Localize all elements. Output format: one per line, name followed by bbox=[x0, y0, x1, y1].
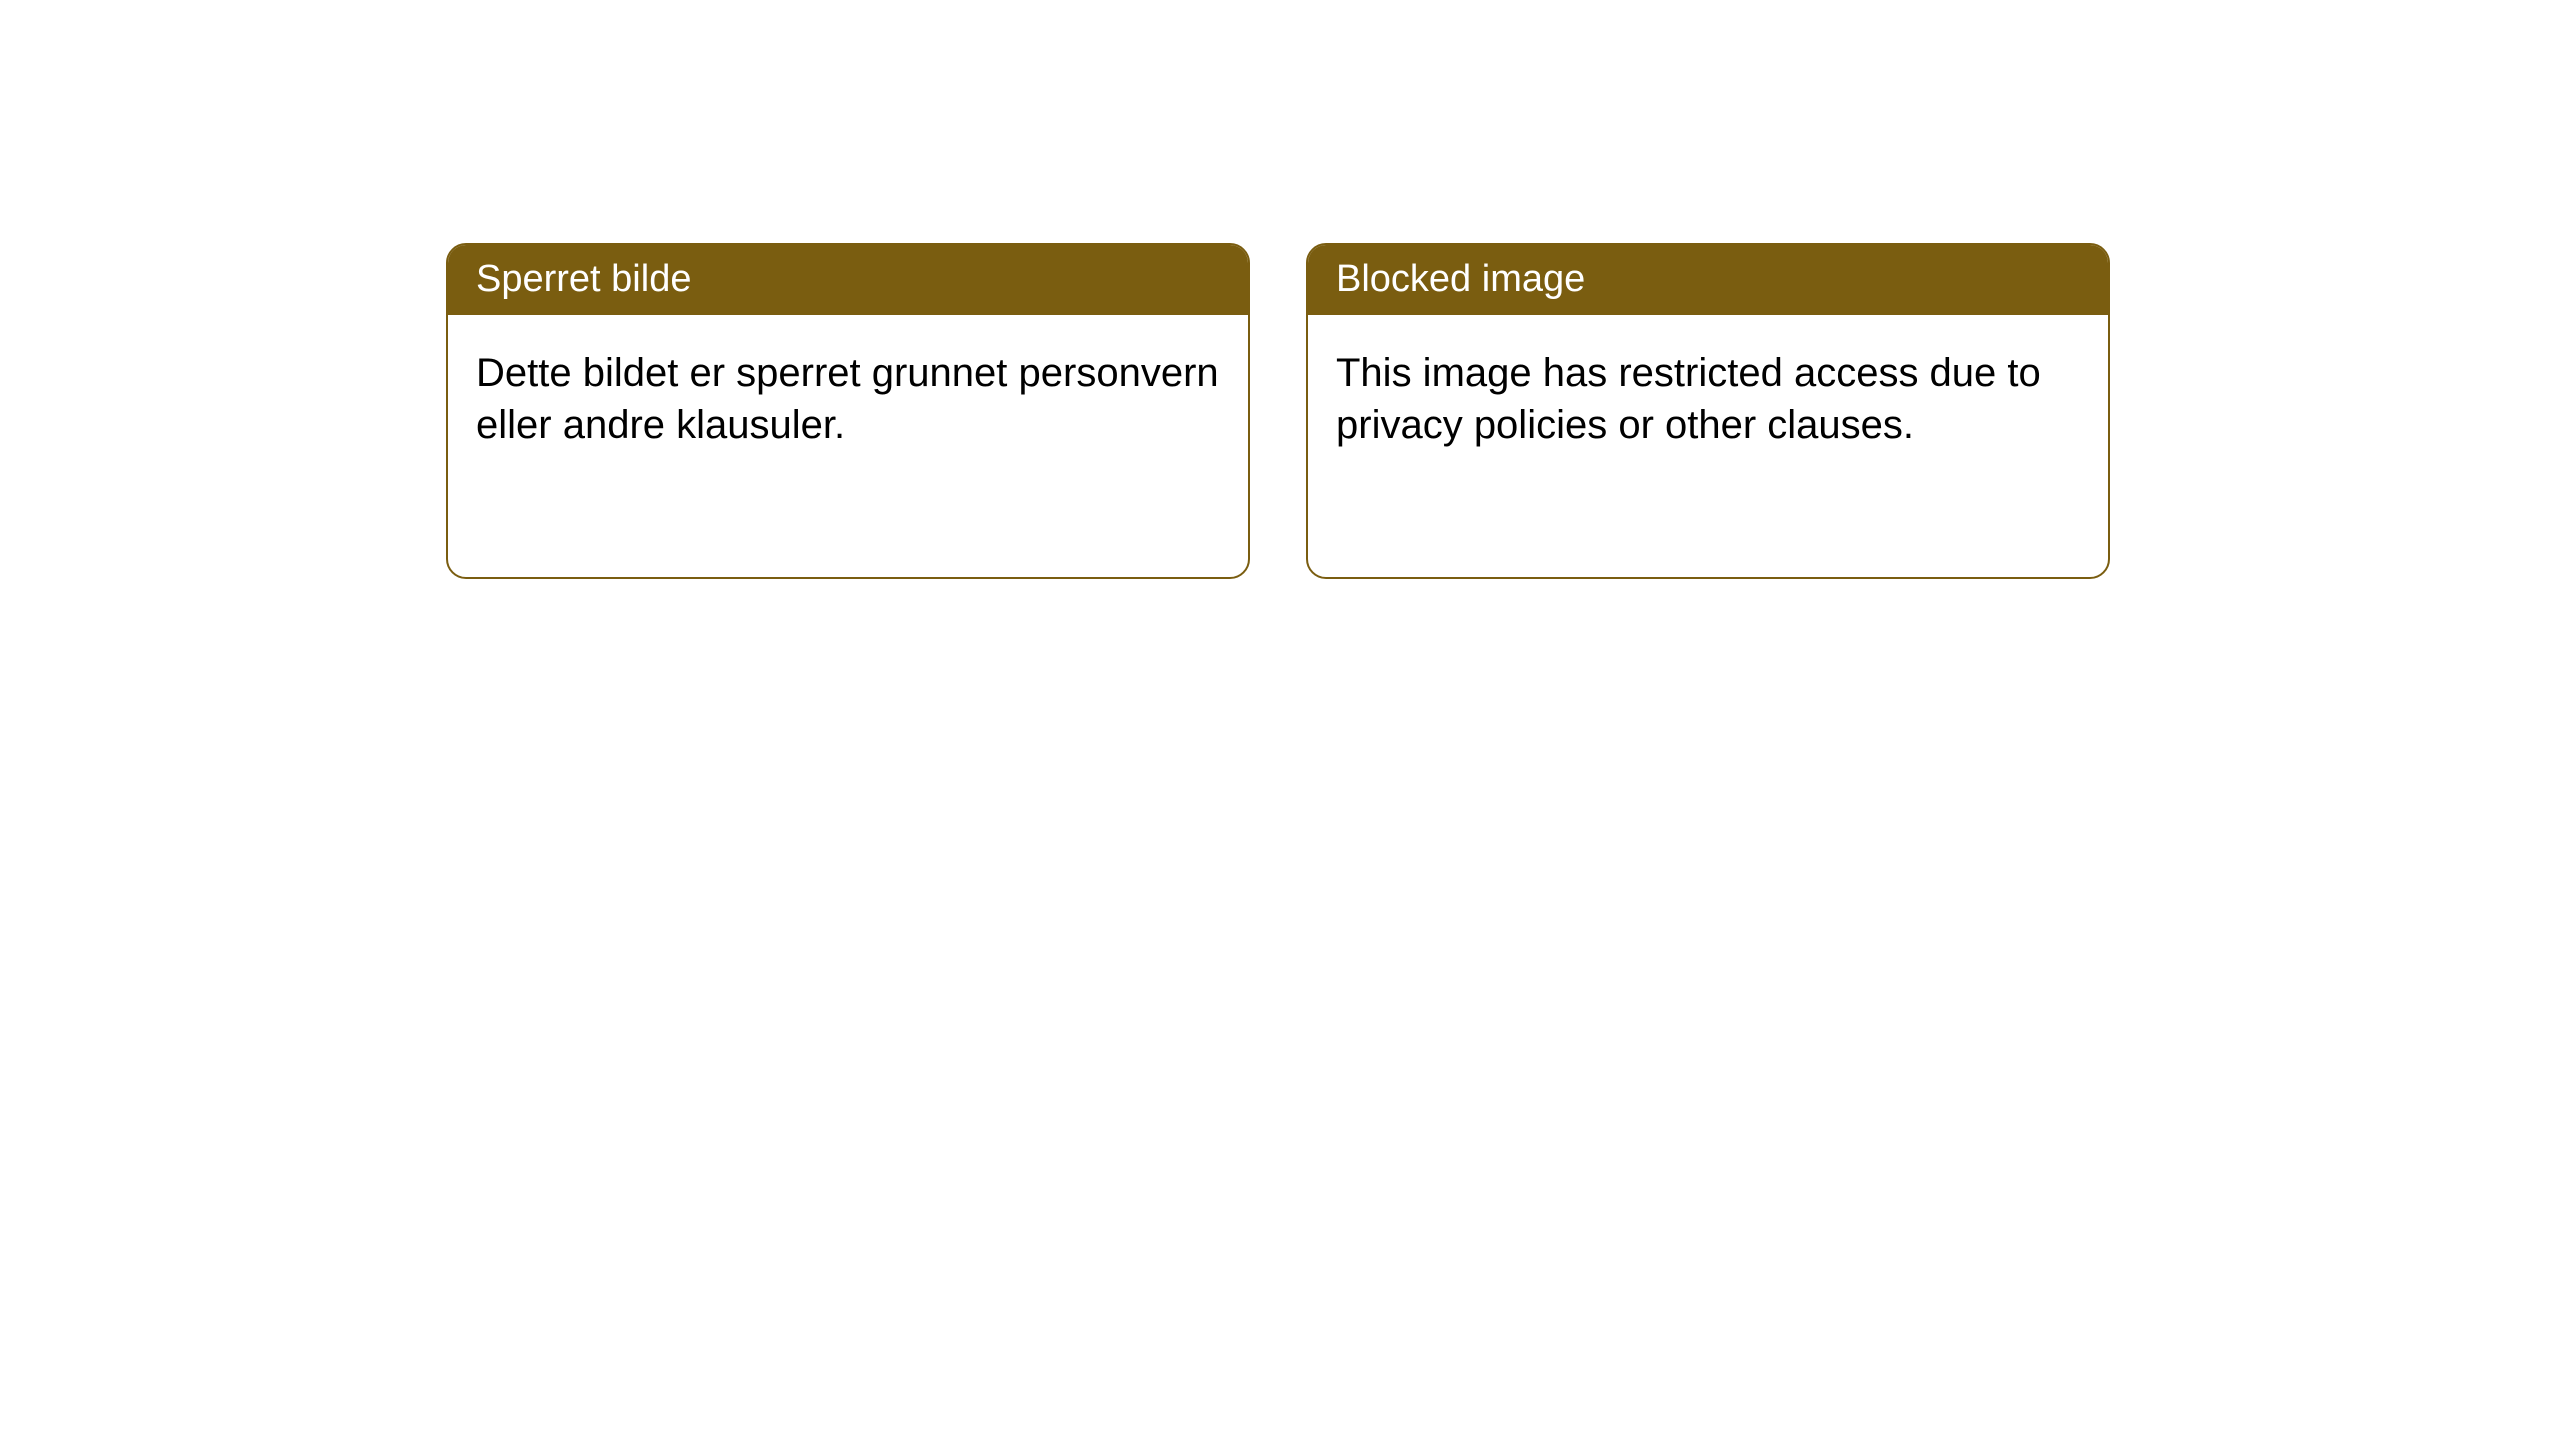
notice-message: This image has restricted access due to … bbox=[1336, 351, 2041, 448]
notice-title: Blocked image bbox=[1336, 258, 1585, 300]
notice-card-english: Blocked image This image has restricted … bbox=[1306, 243, 2110, 579]
notice-body: Dette bildet er sperret grunnet personve… bbox=[448, 315, 1248, 485]
notice-header: Sperret bilde bbox=[448, 245, 1248, 315]
notice-message: Dette bildet er sperret grunnet personve… bbox=[476, 351, 1219, 448]
notice-header: Blocked image bbox=[1308, 245, 2108, 315]
notice-card-norwegian: Sperret bilde Dette bildet er sperret gr… bbox=[446, 243, 1250, 579]
notice-container: Sperret bilde Dette bildet er sperret gr… bbox=[446, 243, 2110, 579]
notice-body: This image has restricted access due to … bbox=[1308, 315, 2108, 485]
notice-title: Sperret bilde bbox=[476, 258, 691, 300]
